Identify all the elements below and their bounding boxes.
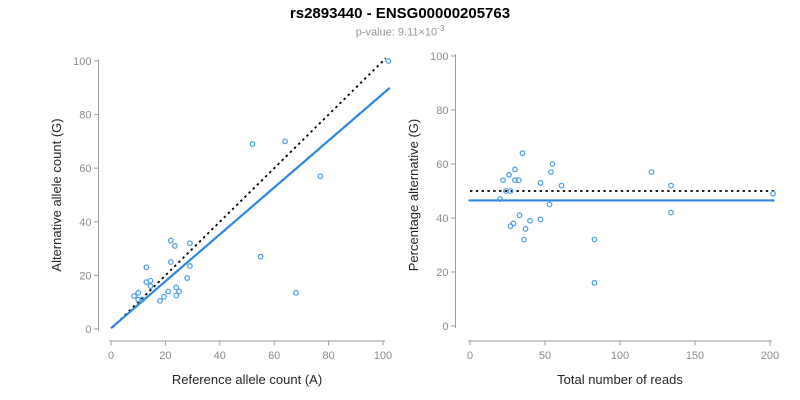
right-x-tick-label: 0: [467, 350, 473, 362]
left-data-point: [257, 253, 264, 260]
right-data-point: [497, 196, 503, 203]
left-x-tick-label: 80: [322, 350, 334, 362]
right-data-point: [516, 212, 523, 219]
right-data-point: [546, 201, 553, 208]
right-x-axis-title: Total number of reads: [557, 372, 683, 387]
right-x-tick-label: 100: [611, 350, 629, 362]
right-y-tick-label: 40: [436, 213, 448, 225]
right-x-tick-label: 200: [761, 350, 779, 362]
left-y-tick-label: 80: [79, 110, 91, 122]
left-regression-fit-line: [110, 86, 391, 330]
right-data-point: [591, 279, 598, 286]
right-x-tick-label: 50: [539, 350, 551, 362]
left-data-point: [186, 263, 193, 269]
right-y-tick-label: 60: [436, 159, 448, 171]
right-data-point: [507, 223, 514, 230]
left-x-tick-label: 40: [214, 350, 226, 362]
right-data-point: [527, 217, 533, 224]
left-y-tick-label: 100: [73, 56, 91, 68]
left-x-tick-label: 0: [108, 350, 114, 362]
left-data-point: [167, 259, 174, 265]
pvalue-exponent: -3: [437, 24, 445, 33]
right-data-point: [500, 177, 506, 184]
right-data-point: [506, 171, 512, 178]
left-data-point: [293, 289, 299, 296]
right-data-point: [770, 190, 776, 197]
left-data-point: [317, 173, 324, 180]
left-x-tick-label: 20: [159, 350, 171, 362]
right-y-tick-label: 80: [436, 105, 448, 117]
left-y-axis-title: Alternative allele count (G): [49, 118, 64, 272]
right-y-tick-label: 20: [436, 267, 448, 279]
left-y-tick-label: 20: [79, 270, 91, 282]
pvalue-text: p-value: 9.11×10: [355, 26, 438, 39]
left-data-point: [167, 237, 174, 244]
left-data-point: [172, 243, 178, 249]
right-data-point: [507, 188, 514, 194]
right-data-point: [537, 179, 544, 186]
left-x-tick-label: 60: [268, 350, 280, 362]
left-data-point: [282, 138, 288, 145]
right-data-point: [515, 177, 522, 184]
left-data-point: [173, 284, 180, 291]
right-data-point: [668, 209, 674, 216]
left-x-tick-label: 100: [374, 350, 392, 362]
left-data-point: [385, 58, 392, 64]
right-data-point: [591, 236, 598, 243]
left-data-point: [147, 283, 154, 290]
left-data-point: [161, 293, 167, 300]
right-y-axis-title: Percentage alternative (G): [406, 118, 421, 272]
right-data-point: [521, 236, 527, 243]
right-y-tick-label: 0: [442, 321, 448, 333]
left-y-tick-label: 60: [79, 163, 91, 175]
left-data-point: [249, 141, 256, 147]
left-y-tick-label: 0: [85, 324, 91, 336]
right-data-point: [522, 225, 529, 232]
right-x-tick-label: 150: [686, 350, 704, 362]
right-data-point: [519, 150, 526, 157]
right-data-point: [648, 169, 655, 176]
left-data-point: [131, 293, 138, 299]
right-data-point: [537, 216, 544, 223]
left-data-point: [173, 292, 180, 299]
right-data-point: [512, 166, 518, 173]
figure-subtitle: p-value: 9.11×10-3: [0, 24, 800, 39]
right-y-tick-label: 100: [430, 51, 448, 63]
left-data-point: [135, 289, 142, 296]
left-identity-reference-line: [111, 57, 387, 329]
right-data-point: [558, 182, 565, 189]
left-x-axis-title: Reference allele count (A): [171, 372, 323, 387]
right-data-point: [549, 161, 556, 167]
right-data-point: [548, 169, 554, 176]
left-data-point: [143, 264, 150, 271]
left-data-point: [139, 296, 146, 303]
left-y-tick-label: 40: [79, 217, 91, 229]
left-data-point: [165, 288, 172, 295]
left-data-point: [157, 297, 163, 304]
right-data-point: [668, 182, 674, 189]
left-data-point: [176, 288, 182, 295]
left-data-point: [186, 240, 193, 247]
left-data-point: [147, 277, 154, 284]
figure-title: rs2893440 - ENSG00000205763: [289, 5, 511, 22]
left-data-point: [184, 275, 191, 281]
right-data-point: [512, 177, 518, 184]
